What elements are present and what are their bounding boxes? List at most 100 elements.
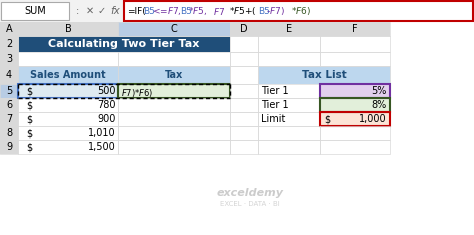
Text: 6: 6 [6, 100, 12, 110]
Bar [18, 66, 118, 84]
Text: Calculating Two Tier Tax: Calculating Two Tier Tax [48, 39, 200, 49]
Bar [1, 2, 69, 20]
Bar [18, 140, 118, 154]
Bar [118, 66, 230, 84]
Bar [0, 52, 18, 66]
Text: 5: 5 [6, 86, 12, 96]
Text: :: : [76, 6, 80, 16]
Text: $: $ [324, 114, 330, 124]
Text: $F$7)*$F$6): $F$7)*$F$6) [121, 87, 153, 99]
Bar [320, 84, 390, 98]
Bar [18, 52, 118, 66]
Text: $: $ [26, 142, 32, 152]
Bar [0, 84, 18, 98]
Bar [118, 84, 230, 98]
Bar [320, 112, 390, 126]
Text: 7: 7 [6, 114, 12, 124]
Bar [0, 36, 18, 52]
Bar [118, 112, 230, 126]
Bar [118, 22, 230, 36]
Bar [258, 112, 320, 126]
Bar [258, 140, 320, 154]
Bar [118, 98, 230, 112]
Text: Tax List: Tax List [301, 70, 346, 80]
Bar [118, 66, 230, 84]
Text: *$F$6): *$F$6) [291, 5, 311, 17]
Text: $F$7: $F$7 [213, 5, 225, 16]
Bar [124, 1, 473, 21]
Bar [320, 126, 390, 140]
Bar [258, 126, 320, 140]
Bar [18, 36, 230, 52]
Bar [230, 66, 258, 84]
Bar [230, 84, 258, 98]
Text: 2: 2 [6, 39, 12, 49]
Bar [320, 98, 390, 112]
Text: B5: B5 [258, 7, 270, 16]
Bar [258, 22, 320, 36]
Text: B5: B5 [144, 7, 155, 16]
Bar [320, 98, 390, 112]
Bar [18, 98, 118, 112]
Text: -$F$7): -$F$7) [266, 5, 285, 17]
Bar [18, 112, 118, 126]
Bar [258, 22, 320, 36]
Bar [230, 84, 258, 98]
Bar [320, 126, 390, 140]
Bar [118, 140, 230, 154]
Text: 4: 4 [6, 70, 12, 80]
Bar [320, 52, 390, 66]
Text: C: C [171, 24, 177, 34]
Text: Tier 1: Tier 1 [261, 100, 289, 110]
Bar [118, 84, 230, 98]
Bar [320, 140, 390, 154]
Bar [118, 140, 230, 154]
Text: B: B [64, 24, 72, 34]
Bar [258, 140, 320, 154]
Bar [258, 36, 320, 52]
Bar [230, 140, 258, 154]
Text: $: $ [26, 86, 32, 96]
Bar [258, 52, 320, 66]
Text: E: E [286, 24, 292, 34]
Text: Tax: Tax [165, 70, 183, 80]
Bar [0, 126, 18, 140]
Bar [230, 36, 258, 52]
Bar [230, 22, 258, 36]
Bar [0, 0, 474, 22]
Bar [0, 140, 18, 154]
Text: 780: 780 [98, 100, 116, 110]
Text: fx: fx [110, 6, 120, 16]
Bar [230, 52, 258, 66]
Bar [0, 112, 18, 126]
Bar [0, 66, 18, 84]
Bar [118, 126, 230, 140]
Bar [320, 140, 390, 154]
Bar [230, 112, 258, 126]
Text: ✕: ✕ [86, 6, 94, 16]
Bar [258, 84, 320, 98]
Bar [0, 52, 18, 66]
Bar [320, 112, 390, 126]
Text: A: A [6, 24, 12, 34]
Bar [320, 36, 390, 52]
Bar [18, 126, 118, 140]
Bar [118, 52, 230, 66]
Bar [18, 22, 118, 36]
Bar [0, 22, 18, 36]
Bar [0, 126, 18, 140]
Text: 1,500: 1,500 [88, 142, 116, 152]
Bar [320, 22, 390, 36]
Bar [230, 66, 258, 84]
Bar [0, 98, 18, 112]
Text: ✓: ✓ [98, 6, 106, 16]
Bar [0, 140, 18, 154]
Bar [18, 66, 118, 84]
Bar [258, 36, 320, 52]
Bar [18, 126, 118, 140]
Bar [0, 22, 18, 36]
Bar [230, 112, 258, 126]
Bar [18, 84, 118, 98]
Bar [18, 52, 118, 66]
Bar [0, 112, 18, 126]
